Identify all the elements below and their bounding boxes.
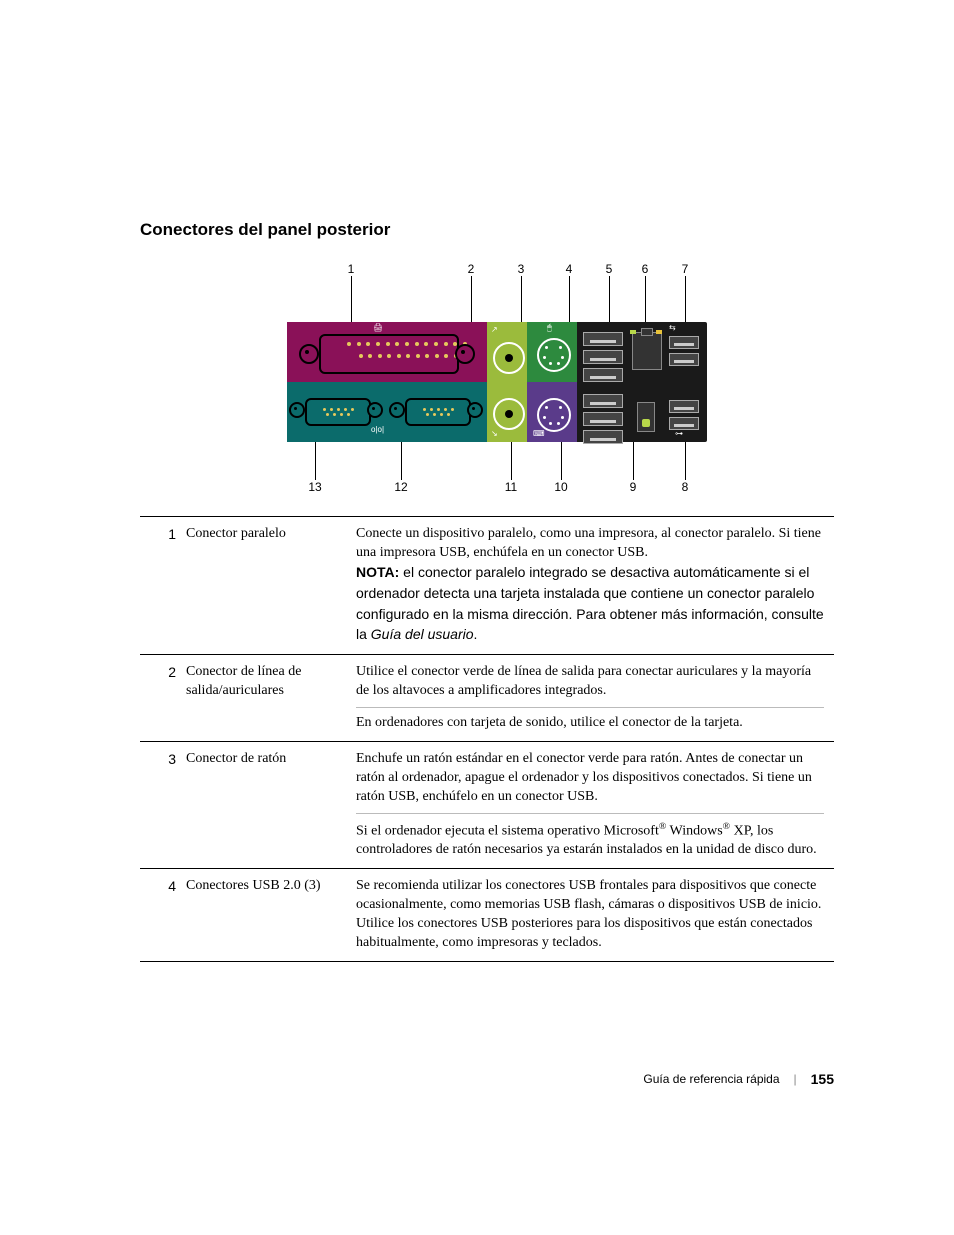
- leader-line: [315, 442, 316, 480]
- arrow-in-icon: ↘: [491, 430, 498, 438]
- footer-separator: |: [794, 1072, 797, 1086]
- leader-line: [569, 276, 570, 322]
- leader-line: [633, 442, 634, 480]
- serial-port-1-icon: [291, 394, 381, 430]
- table-row: 1Conector paraleloConecte un dispositivo…: [140, 517, 834, 655]
- connector-description: Enchufe un ratón estándar en el conector…: [356, 742, 834, 869]
- document-page: Conectores del panel posterior 1234567: [0, 0, 954, 1235]
- leader-line: [645, 276, 646, 322]
- callout-6: 6: [637, 262, 653, 276]
- usb-right-top-icon: [669, 336, 699, 370]
- io-panel: 🖨 o|o| ↗: [287, 322, 707, 442]
- mouse-label-icon: 🖱: [547, 324, 552, 332]
- connector-description-table: 1Conector paraleloConecte un dispositivo…: [140, 516, 834, 962]
- connector-description: Utilice el conector verde de línea de sa…: [356, 655, 834, 741]
- io-label-icon: o|o|: [371, 426, 384, 434]
- connector-name: Conector paralelo: [186, 517, 356, 655]
- line-in-jack-icon: [493, 398, 525, 430]
- row-number: 3: [140, 742, 186, 869]
- connector-description: Conecte un dispositivo paralelo, como un…: [356, 517, 834, 655]
- table-rule: [140, 961, 834, 962]
- callout-5: 5: [601, 262, 617, 276]
- rj45-icon: [632, 332, 660, 368]
- leader-line: [609, 276, 610, 322]
- leader-line: [511, 442, 512, 480]
- usb-label-icon: ⊶: [675, 430, 683, 438]
- callout-13: 13: [307, 480, 323, 494]
- leader-line: [561, 442, 562, 480]
- table-row: 2Conector de línea de salida/auriculares…: [140, 655, 834, 741]
- page-number: 155: [811, 1071, 834, 1087]
- page-footer: Guía de referencia rápida | 155: [643, 1071, 834, 1087]
- callout-8: 8: [677, 480, 693, 494]
- row-number: 1: [140, 517, 186, 655]
- connector-description: Se recomienda utilizar los conectores US…: [356, 869, 834, 961]
- row-number: 4: [140, 869, 186, 961]
- table-row: 4Conectores USB 2.0 (3)Se recomienda uti…: [140, 869, 834, 961]
- connector-name: Conector de ratón: [186, 742, 356, 869]
- usb-right-bottom-icon: [669, 400, 699, 434]
- leader-line: [685, 276, 686, 322]
- arrow-out-icon: ↗: [491, 326, 498, 334]
- footer-title: Guía de referencia rápida: [643, 1072, 779, 1086]
- row-number: 2: [140, 655, 186, 741]
- leader-line: [401, 442, 402, 480]
- connector-name: Conectores USB 2.0 (3): [186, 869, 356, 961]
- rear-panel-diagram: 1234567 🖨: [267, 262, 707, 492]
- network-label-icon: ⇆: [669, 324, 676, 332]
- callout-11: 11: [503, 480, 519, 494]
- leader-line: [471, 276, 472, 322]
- callout-10: 10: [553, 480, 569, 494]
- callout-12: 12: [393, 480, 409, 494]
- usb-block-top-icon: [583, 332, 623, 376]
- callout-1: 1: [343, 262, 359, 276]
- callout-2: 2: [463, 262, 479, 276]
- section-heading: Conectores del panel posterior: [140, 220, 834, 240]
- callout-3: 3: [513, 262, 529, 276]
- callout-9: 9: [625, 480, 641, 494]
- leader-line: [351, 276, 352, 322]
- usb-block-bottom-icon: [583, 394, 623, 438]
- parallel-port-icon: [301, 334, 473, 370]
- line-out-jack-icon: [493, 342, 525, 374]
- serial-port-2-icon: [391, 394, 481, 430]
- callout-7: 7: [677, 262, 693, 276]
- activity-light-icon: [637, 402, 655, 432]
- printer-icon: 🖨: [373, 324, 383, 332]
- ps2-mouse-icon: [537, 338, 571, 372]
- callout-4: 4: [561, 262, 577, 276]
- connector-name: Conector de línea de salida/auriculares: [186, 655, 356, 741]
- keyboard-label-icon: ⌨: [533, 430, 545, 438]
- leader-line: [685, 442, 686, 480]
- table-row: 3Conector de ratónEnchufe un ratón están…: [140, 742, 834, 869]
- ps2-keyboard-icon: [537, 398, 571, 432]
- leader-line: [521, 276, 522, 322]
